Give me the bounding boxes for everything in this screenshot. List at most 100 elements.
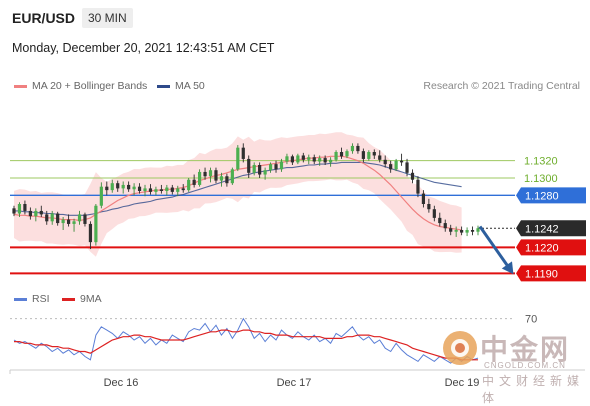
candle-body	[132, 186, 136, 190]
candle-body	[159, 189, 163, 191]
legend-ma50-label: MA 50	[175, 80, 205, 92]
rsi-panel: 70	[10, 314, 537, 364]
candle-body	[137, 186, 142, 191]
candle	[143, 184, 147, 197]
candle	[83, 212, 87, 227]
candle-body	[127, 184, 131, 190]
watermark-brand: 中金网	[480, 334, 571, 365]
candle-body	[470, 230, 475, 232]
price-frame	[9, 369, 585, 374]
candle-body	[83, 214, 87, 224]
timeframe-button[interactable]: 30 MIN	[82, 8, 133, 28]
candle-body	[39, 210, 43, 215]
candle	[350, 143, 355, 154]
candle-body	[345, 151, 349, 157]
candle-body	[454, 230, 458, 232]
ma20-swatch	[14, 84, 27, 88]
candle-body	[394, 160, 398, 170]
candle	[72, 218, 76, 232]
rsi-level-70-label: 70	[525, 314, 537, 326]
rsi-ma9-line	[14, 329, 478, 361]
candle	[378, 150, 382, 163]
candle-body	[203, 171, 207, 177]
x-tick-label: Dec 17	[277, 377, 312, 389]
candle	[66, 214, 71, 227]
candle	[432, 205, 436, 222]
level-tag-bg	[516, 239, 586, 256]
candle	[165, 184, 169, 196]
candle	[318, 155, 322, 166]
candle	[449, 224, 453, 236]
candle-body	[176, 188, 180, 192]
symbol-title: EUR/USD	[12, 10, 76, 26]
candle	[454, 226, 458, 237]
candle-body	[258, 165, 262, 175]
ma50-swatch	[157, 84, 170, 88]
candle-body	[476, 228, 480, 232]
candle-body	[154, 189, 158, 192]
forecast-arrow	[478, 225, 514, 275]
candle	[329, 157, 333, 167]
candle	[94, 204, 98, 246]
candle-body	[460, 230, 464, 233]
candle-body	[367, 152, 371, 159]
candle	[28, 207, 32, 220]
candle-body	[301, 155, 305, 160]
candle	[154, 186, 158, 196]
candle	[214, 167, 218, 184]
candle	[416, 176, 420, 198]
candle-body	[225, 176, 229, 184]
candle-body	[12, 208, 16, 214]
candle	[301, 152, 305, 163]
level-tag-bg	[516, 265, 586, 282]
price-levels	[10, 160, 515, 275]
level-label-1: 1.1300	[524, 173, 558, 185]
candle	[170, 184, 174, 195]
candle-body	[438, 217, 442, 224]
candle-body	[427, 204, 431, 210]
candle	[23, 200, 27, 215]
candle	[203, 167, 207, 180]
candle	[361, 148, 365, 163]
watermark-domain: CNGOLD.COM.CN	[484, 361, 566, 370]
level-tag-4: 1.1220	[516, 239, 586, 256]
candle	[279, 158, 284, 172]
candle	[61, 217, 65, 230]
candle	[77, 210, 82, 225]
candle	[247, 155, 251, 178]
candle-body	[23, 204, 27, 211]
rsi-line	[13, 317, 479, 364]
candle	[465, 227, 469, 237]
candle	[110, 179, 114, 193]
candle	[127, 181, 131, 192]
candle-body	[61, 219, 65, 224]
candle-body	[389, 164, 393, 170]
bollinger-bands	[14, 132, 462, 257]
candle	[476, 225, 480, 236]
candle-body	[274, 164, 278, 170]
candle	[274, 160, 278, 173]
x-axis: Dec 16 Dec 17 Dec 19	[104, 377, 480, 389]
candle	[187, 178, 191, 192]
candle	[116, 180, 120, 192]
candle	[105, 181, 109, 196]
candle	[443, 219, 447, 232]
candle	[56, 211, 60, 226]
candle	[241, 143, 245, 163]
candle	[252, 162, 256, 176]
candle-body	[198, 171, 202, 185]
level-label-0: 1.1320	[524, 156, 558, 168]
candle	[132, 183, 136, 196]
candle	[296, 153, 300, 165]
candle-body	[378, 155, 382, 160]
ma50-line	[14, 161, 462, 216]
candle	[17, 202, 22, 217]
candle-body	[296, 155, 300, 163]
candle-body	[383, 159, 387, 165]
candle	[198, 169, 202, 187]
forecast-arrow-shaft	[478, 225, 512, 271]
timestamp: Monday, December 20, 2021 12:43:51 AM CE…	[12, 41, 275, 55]
candle-body	[165, 187, 169, 191]
level-tag-3: 1.1242	[516, 220, 586, 237]
